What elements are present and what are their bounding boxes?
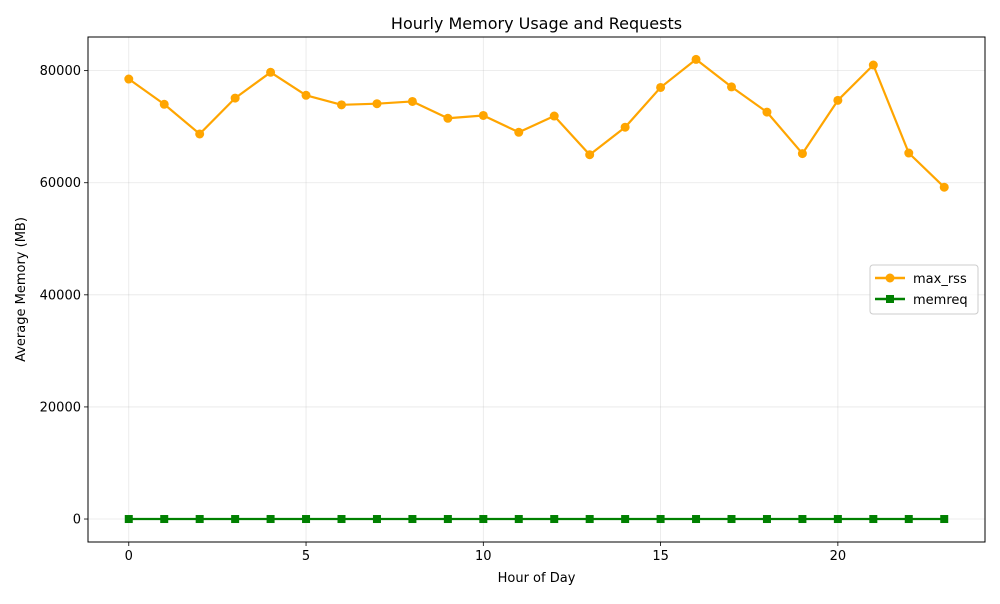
data-point-max-rss	[549, 111, 559, 121]
x-tick-label: 10	[475, 549, 492, 564]
data-point-max-rss	[266, 67, 276, 77]
data-point-memreq	[762, 515, 771, 524]
y-tick-label: 20000	[40, 400, 81, 415]
grid-layer	[88, 37, 985, 542]
data-point-memreq	[727, 515, 736, 524]
data-point-memreq	[195, 515, 204, 524]
y-tick-label: 0	[73, 513, 81, 528]
data-point-max-rss	[727, 82, 736, 92]
data-point-memreq	[550, 515, 559, 524]
data-point-max-rss	[337, 100, 346, 110]
data-point-memreq	[302, 515, 311, 524]
data-point-max-rss	[868, 60, 878, 70]
data-point-max-rss	[514, 127, 524, 137]
data-point-memreq	[372, 515, 381, 524]
data-point-max-rss	[478, 110, 488, 120]
data-point-memreq	[833, 515, 842, 524]
data-point-max-rss	[939, 182, 949, 192]
legend-label-max-rss: max_rss	[913, 272, 967, 287]
data-point-max-rss	[585, 150, 595, 160]
data-point-memreq	[408, 515, 417, 524]
data-point-memreq	[656, 515, 665, 524]
legend: max_rss memreq	[869, 264, 979, 315]
y-tick-label: 80000	[40, 64, 81, 79]
data-point-memreq	[443, 515, 452, 524]
x-tick-label: 20	[830, 549, 847, 564]
data-point-max-rss	[230, 93, 240, 103]
data-point-max-rss	[620, 122, 630, 132]
legend-marker-memreq	[886, 295, 894, 303]
data-point-max-rss	[407, 96, 417, 106]
data-point-max-rss	[195, 129, 205, 139]
x-tick-label: 15	[652, 549, 669, 564]
data-point-memreq	[940, 515, 949, 524]
data-point-max-rss	[443, 113, 453, 123]
ticks-layer: 0 5 10 15 20 0 20000 40000 60000 80000	[40, 64, 846, 564]
y-axis-label: Average Memory (MB)	[14, 217, 29, 362]
data-point-max-rss	[159, 99, 169, 109]
data-point-memreq	[160, 515, 169, 524]
data-point-max-rss	[797, 149, 807, 159]
series-layer	[124, 54, 949, 524]
data-point-memreq	[479, 515, 488, 524]
data-point-memreq	[798, 515, 807, 524]
data-point-memreq	[514, 515, 523, 524]
data-point-max-rss	[124, 74, 134, 84]
x-tick-label: 0	[125, 549, 133, 564]
data-point-memreq	[621, 515, 630, 524]
y-tick-label: 40000	[40, 288, 81, 303]
data-point-memreq	[266, 515, 275, 524]
legend-marker-max-rss	[885, 273, 895, 283]
data-point-memreq	[231, 515, 240, 524]
chart-title: Hourly Memory Usage and Requests	[391, 14, 682, 33]
series-line-max-rss	[128, 58, 945, 189]
x-axis-label: Hour of Day	[498, 571, 576, 586]
data-point-memreq	[124, 515, 133, 524]
data-point-memreq	[904, 515, 913, 524]
data-point-memreq	[869, 515, 878, 524]
data-point-memreq	[692, 515, 701, 524]
data-point-max-rss	[656, 82, 666, 92]
data-point-memreq	[585, 515, 594, 524]
data-point-memreq	[337, 515, 346, 524]
data-point-max-rss	[833, 95, 843, 105]
data-point-max-rss	[691, 54, 701, 64]
data-point-max-rss	[372, 99, 382, 109]
data-point-max-rss	[904, 148, 914, 158]
y-tick-label: 60000	[40, 176, 81, 191]
data-point-max-rss	[762, 107, 772, 117]
x-tick-label: 5	[302, 549, 310, 564]
legend-label-memreq: memreq	[913, 293, 968, 308]
data-point-max-rss	[301, 90, 311, 100]
plot-frame	[87, 36, 986, 543]
